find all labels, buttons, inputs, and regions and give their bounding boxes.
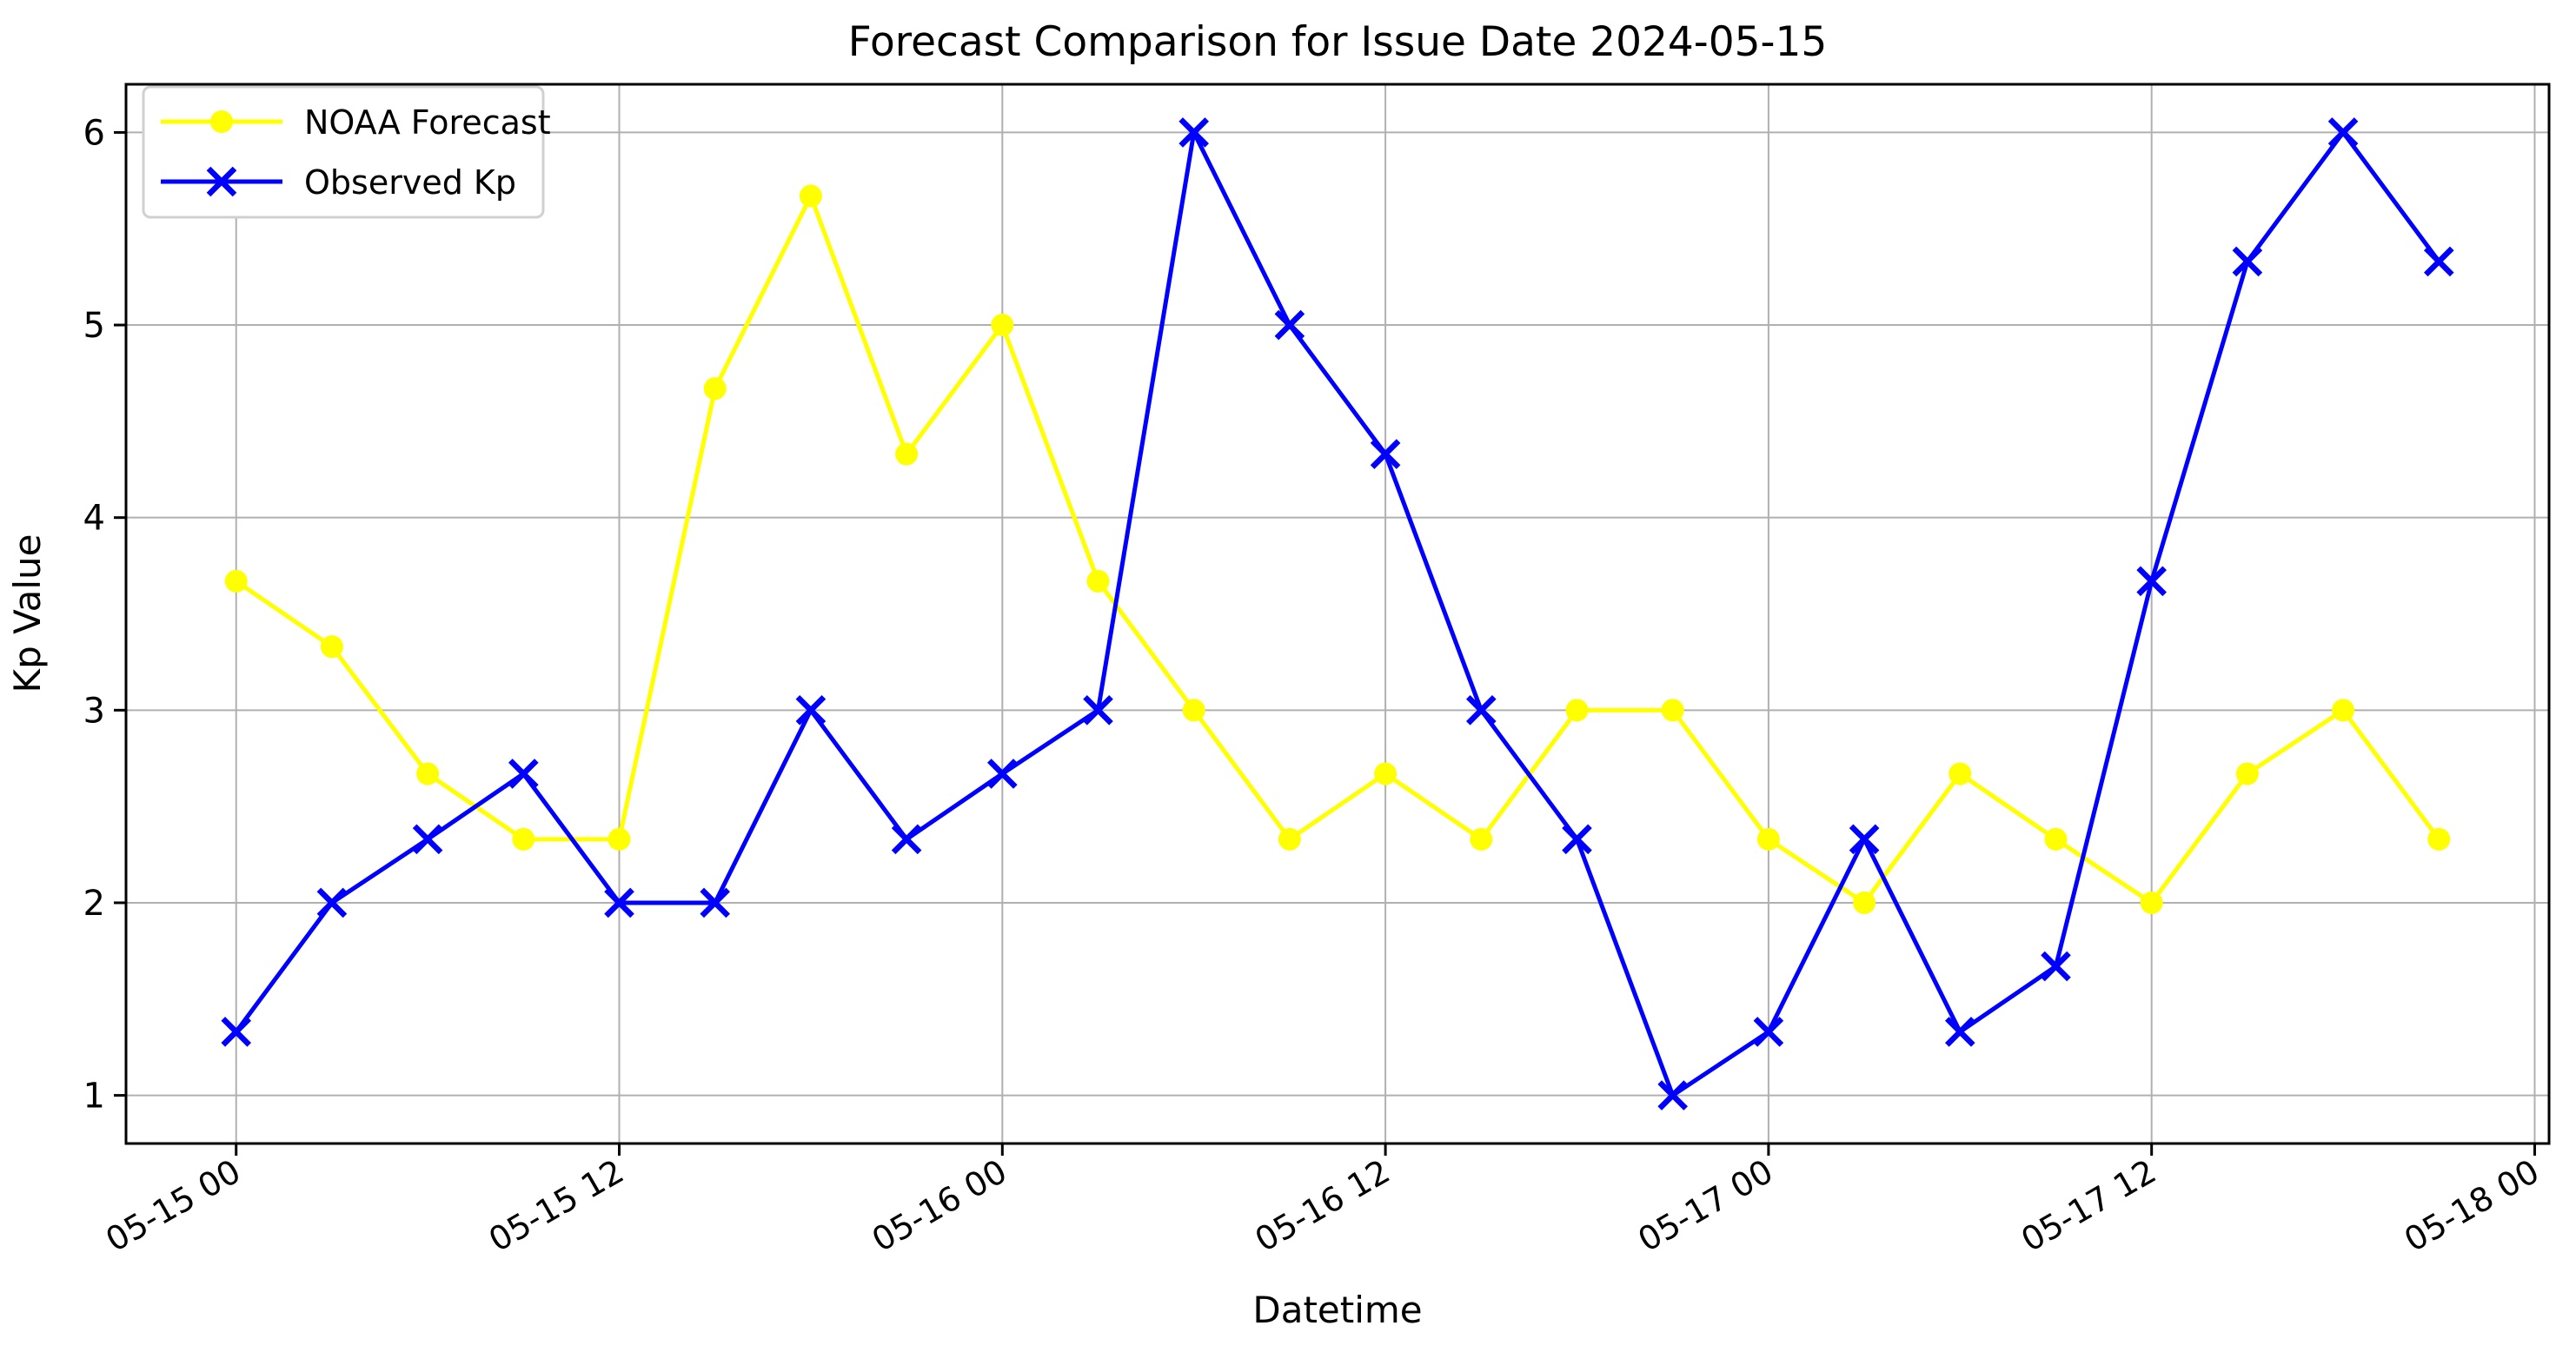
data-point-marker — [416, 762, 440, 786]
y-tick-label: 6 — [83, 113, 105, 153]
legend-x-marker-icon — [206, 166, 237, 197]
legend-box — [142, 85, 545, 219]
data-point-marker — [2235, 762, 2259, 786]
data-point-marker — [1374, 762, 1398, 786]
x-tick-label: 05-16 00 — [866, 1152, 1013, 1260]
x-tick-label: 05-18 00 — [2398, 1152, 2546, 1260]
data-point-marker — [320, 635, 343, 659]
data-point-marker — [1756, 827, 1780, 851]
data-point-marker — [1753, 1017, 1784, 1047]
data-point-marker — [316, 887, 348, 918]
x-tick-label: 05-17 00 — [1631, 1152, 1779, 1260]
data-point-marker — [512, 827, 535, 851]
y-tick-label: 2 — [83, 884, 105, 924]
data-point-marker — [1657, 1080, 1688, 1110]
data-point-marker — [1083, 695, 1113, 726]
legend-circle-marker-icon — [210, 110, 233, 133]
x-tick-label: 05-16 12 — [1249, 1152, 1397, 1260]
y-tick-label: 4 — [83, 499, 105, 539]
y-tick-label: 1 — [83, 1077, 105, 1117]
axes-spines — [124, 83, 2551, 1145]
data-point-marker — [987, 759, 1018, 789]
y-axis-label: Kp Value — [6, 534, 49, 693]
data-point-marker — [1661, 699, 1684, 722]
data-point-marker — [607, 827, 631, 851]
data-point-marker — [1470, 827, 1493, 851]
grid-lines — [126, 84, 2549, 1144]
data-point-marker — [1182, 699, 1205, 722]
legend-entry-observed-kp: Observed Kp — [304, 163, 516, 202]
data-point-marker — [703, 377, 727, 401]
data-point-marker — [412, 824, 443, 855]
plot-border — [124, 83, 2551, 1145]
data-point-marker — [891, 824, 922, 855]
data-point-marker — [2136, 566, 2167, 597]
data-point-marker — [1274, 309, 1305, 341]
data-point-marker — [2427, 827, 2451, 851]
x-tick-label: 05-17 12 — [2015, 1152, 2162, 1260]
data-point-marker — [2327, 117, 2359, 148]
x-tick-label: 05-15 00 — [99, 1152, 247, 1260]
data-point-marker — [1465, 695, 1497, 726]
data-point-marker — [799, 184, 822, 208]
data-point-marker — [1949, 762, 1972, 786]
data-point-marker — [895, 442, 919, 466]
data-point-marker — [2140, 891, 2163, 914]
data-point-marker — [221, 1017, 252, 1047]
data-point-marker — [1086, 569, 1110, 593]
noaa-forecast-series — [224, 184, 2451, 914]
data-point-marker — [991, 314, 1014, 337]
data-point-marker — [2423, 246, 2454, 277]
chart-title: Forecast Comparison for Issue Date 2024-… — [848, 18, 1828, 66]
data-point-marker — [1562, 824, 1592, 855]
data-series — [221, 117, 2454, 1110]
x-axis-label: Datetime — [1252, 1289, 1422, 1331]
data-point-marker — [2041, 951, 2071, 982]
data-point-marker — [1178, 117, 1210, 148]
data-point-marker — [2044, 827, 2068, 851]
y-tick-label: 5 — [83, 306, 105, 346]
series-line — [234, 129, 2441, 1098]
x-tick-label: 05-15 12 — [482, 1152, 630, 1260]
data-point-marker — [2232, 246, 2263, 277]
data-point-marker — [1944, 1017, 1975, 1047]
data-point-marker — [795, 695, 827, 726]
series-line — [234, 194, 2441, 905]
legend-entry-noaa-forecast: NOAA Forecast — [304, 103, 551, 142]
data-point-marker — [1853, 891, 1876, 914]
data-point-marker — [1565, 699, 1589, 722]
y-tick-label: 3 — [83, 691, 105, 731]
data-point-marker — [604, 887, 634, 918]
data-point-marker — [2332, 699, 2355, 722]
data-point-marker — [508, 759, 539, 789]
observed-kp-series — [221, 117, 2454, 1110]
data-point-marker — [1370, 439, 1401, 469]
data-point-marker — [224, 569, 248, 593]
data-point-marker — [1849, 824, 1880, 855]
axis-ticks-and-labels: 1 2 3 4 5 6 05-15 00 05-15 12 05-16 00 05-16 12 05… — [83, 113, 2546, 1259]
data-point-marker — [1278, 827, 1301, 851]
data-point-marker — [700, 887, 731, 918]
